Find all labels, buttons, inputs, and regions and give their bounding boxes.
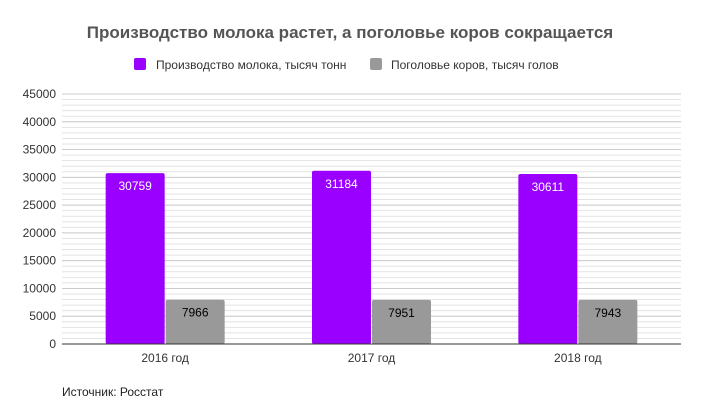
x-tick-label: 2018 год <box>554 351 602 365</box>
y-axis: 0 5000 10000 15000 20000 25000 30000 35000 40000… <box>23 87 57 351</box>
y-tick-label: 5000 <box>29 309 56 323</box>
chart-title: Производство молока растет, а поголовье … <box>87 23 613 42</box>
legend-swatch-cows <box>370 58 382 70</box>
y-tick-label: 0 <box>49 337 56 351</box>
y-tick-label: 35000 <box>23 143 57 157</box>
bar-series1-0 <box>165 299 225 344</box>
bar-series1-2 <box>578 299 638 344</box>
y-tick-label: 25000 <box>23 198 57 212</box>
legend: Производство молока, тысяч тонн Поголовь… <box>134 58 559 72</box>
y-tick-label: 30000 <box>23 170 57 184</box>
data-label-series1-0: 7966 <box>182 306 209 320</box>
data-label-series1-1: 7951 <box>388 306 415 320</box>
data-label-series0-1: 31184 <box>325 177 358 191</box>
data-label-series1-2: 7943 <box>594 306 621 320</box>
y-tick-label: 45000 <box>23 87 57 101</box>
bar-series0-1 <box>312 170 371 344</box>
x-axis: 2016 год 2017 год 2018 год <box>62 343 681 365</box>
source-note: Источник: Росстат <box>62 385 164 399</box>
data-label-series0-2: 30611 <box>532 180 565 194</box>
legend-label-milk: Производство молока, тысяч тонн <box>156 58 346 72</box>
bar-series0-2 <box>518 173 578 344</box>
x-tick-label: 2016 год <box>141 351 189 365</box>
y-tick-label: 40000 <box>23 115 57 129</box>
y-tick-label: 20000 <box>23 226 57 240</box>
data-label-series0-0: 30759 <box>118 179 152 193</box>
y-tick-label: 10000 <box>23 281 57 295</box>
x-tick-label: 2017 год <box>348 351 396 365</box>
legend-swatch-milk <box>134 58 146 70</box>
legend-label-cows: Поголовье коров, тысяч голов <box>391 58 559 72</box>
y-tick-label: 15000 <box>23 254 57 268</box>
bar-series0-0 <box>105 173 165 344</box>
bars: 30759 7966 31184 7951 30611 7943 <box>105 170 638 344</box>
bar-series1-1 <box>372 299 431 344</box>
